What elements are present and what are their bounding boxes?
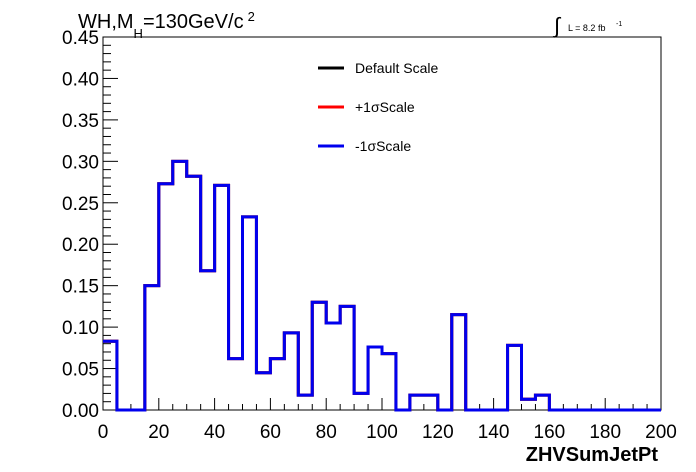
y-tick-label: 0.25 <box>62 194 99 215</box>
x-tick-label: 160 <box>534 422 566 443</box>
y-tick-label: 0.20 <box>62 235 99 256</box>
y-tick-label: 0.35 <box>62 111 99 132</box>
y-tick-label: 0.00 <box>62 401 99 422</box>
x-tick-label: 40 <box>204 422 225 443</box>
title-suffix: =130GeV/c <box>143 11 244 33</box>
x-axis-label: ZHVSumJetPt <box>526 444 659 466</box>
legend-label: Default Scale <box>355 60 438 76</box>
x-tick-label: 80 <box>316 422 337 443</box>
title-prefix: WH,M <box>78 11 134 33</box>
y-tick-label: 0.10 <box>62 318 99 339</box>
x-tick-label: 100 <box>366 422 398 443</box>
legend-label: +1σScale <box>355 99 415 115</box>
x-tick-label: 0 <box>98 422 109 443</box>
x-tick-label: 200 <box>645 422 677 443</box>
y-tick-label: 0.30 <box>62 152 99 173</box>
series-line-2 <box>103 159 661 412</box>
x-tick-label: 180 <box>589 422 621 443</box>
series-line-1 <box>103 159 661 412</box>
integral-symbol: ∫ <box>552 13 562 38</box>
luminosity-label: ∫ L = 8.2 fb -1 <box>552 13 622 38</box>
y-tick-label: 0.40 <box>62 69 99 90</box>
legend-label: -1σScale <box>355 138 411 154</box>
x-axis: 0 20 40 60 80 100 120 140 160 180 200 <box>98 398 677 443</box>
x-tick-label: 140 <box>478 422 510 443</box>
x-tick-label: 60 <box>260 422 281 443</box>
lumi-superscript: -1 <box>616 21 622 28</box>
lumi-text: L = 8.2 fb <box>568 23 605 33</box>
y-axis: 0.00 0.05 0.10 0.15 0.20 0.25 0.30 0.35 0.40 0.45 <box>62 28 118 422</box>
y-tick-label: 0.15 <box>62 277 99 298</box>
chart-title: WH,MH=130GeV/c 2 <box>78 9 255 41</box>
x-tick-label: 120 <box>422 422 454 443</box>
title-subscript: H <box>134 26 143 41</box>
y-tick-label: 0.45 <box>62 28 99 49</box>
y-tick-label: 0.05 <box>62 360 99 381</box>
title-superscript: 2 <box>248 9 255 24</box>
series-layer <box>103 159 661 412</box>
x-tick-label: 20 <box>148 422 169 443</box>
series-line-0 <box>103 159 661 412</box>
legend: Default Scale +1σScale -1σScale <box>318 60 438 154</box>
